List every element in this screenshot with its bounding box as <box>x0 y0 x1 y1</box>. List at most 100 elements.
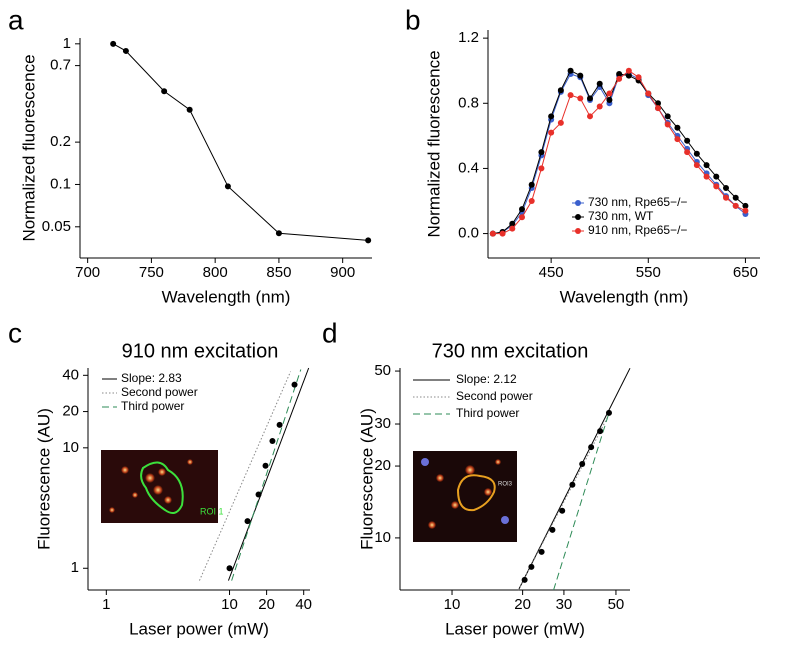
point <box>742 202 749 209</box>
point <box>548 113 555 120</box>
point <box>521 576 528 583</box>
legend-label: Slope: 2.12 <box>456 372 517 386</box>
point <box>742 207 749 214</box>
point <box>244 518 251 525</box>
point <box>519 206 525 213</box>
panel-label: d <box>322 317 338 348</box>
point <box>262 462 269 469</box>
point <box>291 381 298 388</box>
point <box>226 565 233 572</box>
x-tick-label: 750 <box>139 264 164 281</box>
point <box>606 90 613 97</box>
point <box>489 230 496 237</box>
y-tick-label: 50 <box>374 362 391 379</box>
x-axis-label: Laser power (mW) <box>129 619 269 638</box>
point <box>538 149 545 156</box>
legend-label: Slope: 2.83 <box>121 371 182 385</box>
reference-line <box>231 369 302 581</box>
point <box>664 113 671 120</box>
point <box>674 124 681 131</box>
point <box>557 87 564 94</box>
point <box>567 92 574 99</box>
x-tick-label: 10 <box>221 596 238 613</box>
point <box>276 421 283 428</box>
point <box>703 173 710 180</box>
legend-label: Third power <box>121 399 184 413</box>
point <box>509 225 516 232</box>
point <box>224 183 231 190</box>
point <box>559 507 566 514</box>
point <box>549 526 556 533</box>
y-tick-label: 0.8 <box>458 94 479 111</box>
panel-label: a <box>8 4 24 35</box>
point <box>579 460 586 467</box>
point <box>255 491 262 498</box>
inset-d <box>413 451 517 542</box>
legend-label: 730 nm, Rpe65−/− <box>588 195 687 209</box>
y-tick-label: 0.1 <box>50 175 71 192</box>
point <box>684 137 691 144</box>
point <box>569 481 576 488</box>
x-tick-label: 20 <box>514 596 531 613</box>
point <box>528 181 535 188</box>
point <box>557 119 564 126</box>
x-tick-label: 450 <box>539 264 564 281</box>
x-tick-label: 900 <box>330 264 355 281</box>
point <box>713 173 720 180</box>
y-tick-label: 0.2 <box>50 133 71 150</box>
x-tick-label: 30 <box>556 596 573 613</box>
point <box>509 220 516 227</box>
point <box>365 237 372 244</box>
point <box>269 437 276 444</box>
point <box>186 106 193 113</box>
x-tick-label: 10 <box>444 596 461 613</box>
reference-line <box>198 371 292 581</box>
point <box>655 100 661 107</box>
x-tick-label: 1 <box>102 596 110 613</box>
legend-label: Second power <box>121 385 198 399</box>
chart-title: 730 nm excitation <box>432 340 589 362</box>
legend-marker <box>575 228 581 234</box>
inset-label: ROI 1 <box>200 506 224 516</box>
point <box>684 149 691 156</box>
inset-c <box>101 450 218 523</box>
x-tick-label: 550 <box>636 264 661 281</box>
point <box>597 428 604 435</box>
x-tick-label: 850 <box>266 264 291 281</box>
legend-label: Second power <box>456 389 533 403</box>
point <box>664 121 671 128</box>
point <box>528 198 535 204</box>
y-tick-label: 0.7 <box>50 57 71 74</box>
x-axis-label: Wavelength (nm) <box>162 287 291 306</box>
legend-marker <box>575 200 581 206</box>
point <box>110 40 117 47</box>
x-axis-label: Laser power (mW) <box>445 619 585 638</box>
point <box>674 136 681 143</box>
point <box>577 95 584 102</box>
y-tick-label: 1 <box>71 559 79 576</box>
point <box>538 548 545 555</box>
point <box>723 194 729 201</box>
x-tick-label: 50 <box>608 596 625 613</box>
legend-label: Third power <box>456 406 519 420</box>
point <box>723 184 729 191</box>
x-axis-label: Wavelength (nm) <box>560 287 689 306</box>
point <box>122 47 129 54</box>
y-tick-label: 20 <box>62 403 79 420</box>
y-tick-label: 20 <box>374 457 391 474</box>
y-tick-label: 0.05 <box>42 218 71 235</box>
legend-label: 910 nm, Rpe65−/− <box>588 223 687 237</box>
point <box>567 67 574 74</box>
point <box>732 194 739 201</box>
point <box>596 103 603 110</box>
point <box>519 214 525 221</box>
x-tick-label: 700 <box>75 264 100 281</box>
y-tick-label: 1 <box>63 35 71 52</box>
panel-label: b <box>405 4 421 35</box>
y-axis-label: Normalized fluorescence <box>19 54 38 241</box>
x-tick-label: 800 <box>203 264 228 281</box>
y-axis-label: Fluorescence (AU) <box>357 408 376 550</box>
point <box>616 70 623 77</box>
legend-label: 730 nm, WT <box>588 209 654 223</box>
point <box>275 230 282 237</box>
